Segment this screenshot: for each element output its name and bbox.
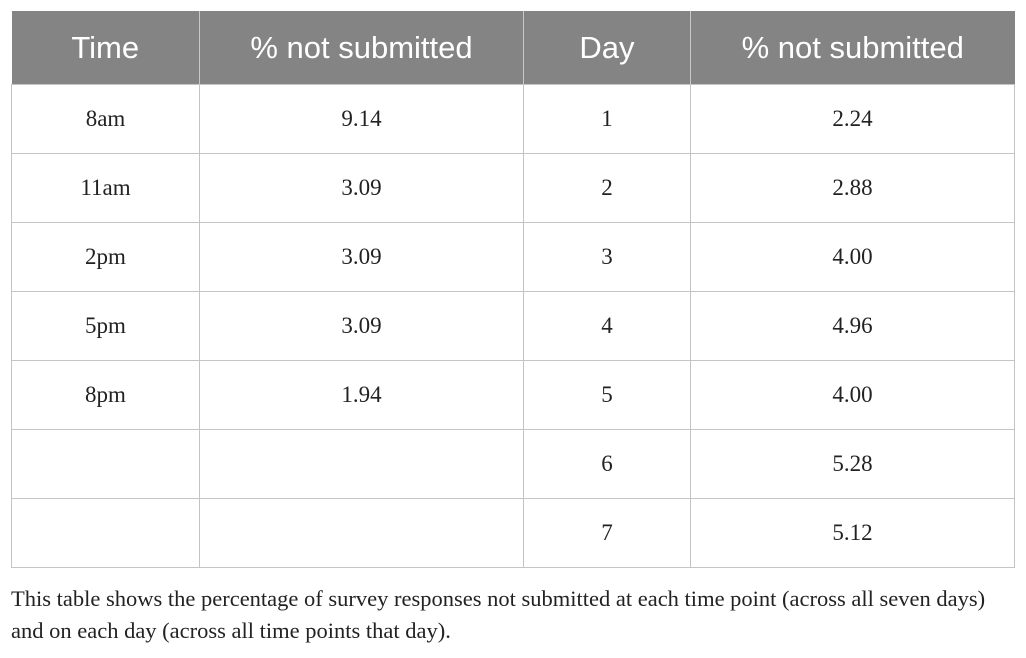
table-cell: 3.09 bbox=[199, 222, 524, 292]
table-cell: 1 bbox=[523, 84, 691, 154]
table-body: 8am 9.14 1 2.24 11am 3.09 2 2.88 2pm 3.09 3 4.00 5pm… bbox=[11, 84, 1015, 568]
table-cell: 7 bbox=[523, 498, 691, 568]
table-cell: 5 bbox=[523, 360, 691, 430]
table-cell: 11am bbox=[11, 153, 200, 223]
table-row: 2pm 3.09 3 4.00 bbox=[11, 222, 1015, 292]
table-cell: 3.09 bbox=[199, 291, 524, 361]
table-cell: 8pm bbox=[11, 360, 200, 430]
header-cell: % not submitted bbox=[199, 11, 524, 85]
table-cell: 6 bbox=[523, 429, 691, 499]
table-cell: 2 bbox=[523, 153, 691, 223]
data-table: Time% not submitted Day% not submitted 8a… bbox=[11, 11, 1015, 568]
table-row: 5pm 3.09 4 4.96 bbox=[11, 291, 1015, 361]
table-cell: 2.24 bbox=[690, 84, 1015, 154]
header-cell: Time bbox=[11, 11, 200, 85]
table-cell: 8am bbox=[11, 84, 200, 154]
header-row: Time% not submitted Day% not submitted bbox=[11, 11, 1015, 85]
table-cell: 5.12 bbox=[690, 498, 1015, 568]
table-row: 8am 9.14 1 2.24 bbox=[11, 84, 1015, 154]
table-cell: 2.88 bbox=[690, 153, 1015, 223]
header-cell: Day bbox=[523, 11, 691, 85]
empty-cell bbox=[11, 498, 200, 568]
table-cell: 2pm bbox=[11, 222, 200, 292]
table-cell: 5.28 bbox=[690, 429, 1015, 499]
header-cell: % not submitted bbox=[690, 11, 1015, 85]
table-cell: 4.00 bbox=[690, 222, 1015, 292]
table-cell: 4.00 bbox=[690, 360, 1015, 430]
table-row: 7 5.12 bbox=[11, 498, 1015, 568]
empty-cell bbox=[11, 429, 200, 499]
table-cell: 9.14 bbox=[199, 84, 524, 154]
table-row: 6 5.28 bbox=[11, 429, 1015, 499]
table-cell: 4 bbox=[523, 291, 691, 361]
empty-cell bbox=[199, 498, 524, 568]
table-cell: 1.94 bbox=[199, 360, 524, 430]
table-cell: 5pm bbox=[11, 291, 200, 361]
table-cell: 4.96 bbox=[690, 291, 1015, 361]
empty-cell bbox=[199, 429, 524, 499]
table-cell: 3 bbox=[523, 222, 691, 292]
table-cell: 3.09 bbox=[199, 153, 524, 223]
table-row: 8pm 1.94 5 4.00 bbox=[11, 360, 1015, 430]
table-row: 11am 3.09 2 2.88 bbox=[11, 153, 1015, 223]
caption: This table shows the percentage of surve… bbox=[11, 586, 986, 643]
table-wrap: Time% not submitted Day% not submitted 8a… bbox=[11, 11, 1015, 568]
